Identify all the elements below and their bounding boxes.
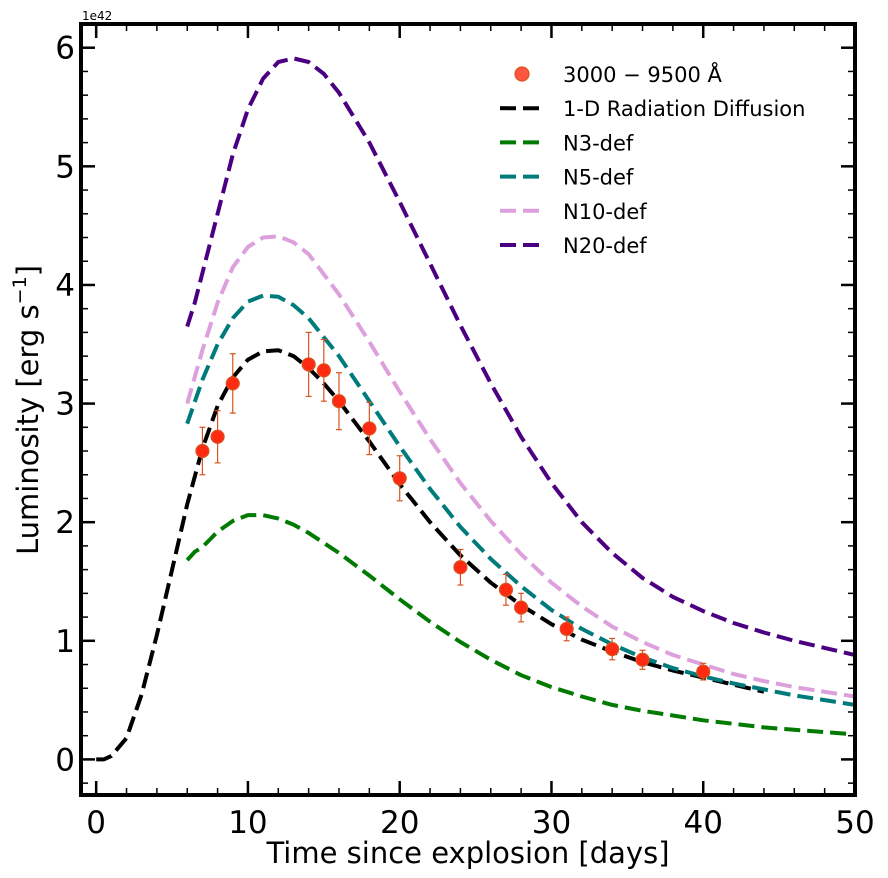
- series-line-2: [185, 293, 855, 707]
- data-point: [362, 421, 377, 436]
- data-point: [696, 664, 711, 679]
- x-tick-label: 0: [86, 805, 106, 841]
- y-axis-label: Luminosity [erg s−1]: [9, 265, 45, 555]
- y-offset-label: 1e42: [82, 9, 112, 23]
- data-point: [605, 642, 620, 657]
- legend-label: N20-def: [563, 234, 647, 258]
- y-tick-label: 6: [55, 31, 75, 67]
- y-axis-label-main: Luminosity [erg s: [11, 304, 45, 555]
- legend-entry-3: N10-def: [500, 200, 647, 224]
- tick-labels: 0 10 20 30 40 50 0 1 2 3 4 5 6: [55, 31, 874, 841]
- series-line-1: [185, 513, 855, 737]
- legend-label: N5-def: [563, 166, 634, 190]
- legend-label: N10-def: [563, 200, 647, 224]
- legend-label: 3000 − 9500 Å: [563, 61, 723, 87]
- y-tick-label: 0: [55, 742, 75, 778]
- data-point: [316, 363, 331, 378]
- data-point: [498, 582, 514, 597]
- data-point: [559, 621, 574, 637]
- y-tick-label: 3: [55, 387, 75, 423]
- data-point: [195, 443, 210, 459]
- data-point: [514, 600, 529, 615]
- y-tick-label: 4: [55, 268, 75, 304]
- data-point: [331, 394, 347, 409]
- data-point: [635, 652, 650, 667]
- series-line-4: [185, 56, 855, 657]
- legend-entry-2: N5-def: [500, 166, 634, 190]
- y-tick-label: 5: [55, 149, 75, 185]
- model-curves: [96, 56, 855, 762]
- x-tick-label: 40: [684, 805, 723, 841]
- x-tick-label: 20: [380, 805, 419, 841]
- legend-entry-0: 1-D Radiation Diffusion: [500, 97, 805, 121]
- x-tick-label: 50: [835, 805, 874, 841]
- y-tick-label: 2: [55, 505, 75, 541]
- data-point: [225, 376, 240, 391]
- data-point: [453, 560, 468, 575]
- x-tick-label: 10: [228, 805, 267, 841]
- x-tick-label: 30: [532, 805, 571, 841]
- legend-entry-4: N20-def: [500, 234, 647, 258]
- legend-marker: [514, 66, 530, 82]
- data-point: [392, 471, 407, 486]
- y-axis-label-end: ]: [11, 265, 45, 276]
- data-point: [210, 429, 225, 444]
- data-point: [301, 357, 316, 372]
- plot-frame: [79, 22, 857, 797]
- legend-label: N3-def: [563, 131, 634, 155]
- legend: 3000 − 9500 Å 1-D Radiation Diffusion N3-d…: [500, 61, 805, 258]
- legend-entry-1: N3-def: [500, 131, 634, 155]
- y-axis-label-exponent: −1: [9, 276, 31, 304]
- y-tick-label: 1: [55, 624, 75, 660]
- observation-points: [195, 331, 711, 681]
- legend-entry-observations: 3000 − 9500 Å: [514, 61, 723, 87]
- axis-ticks: [81, 24, 857, 795]
- legend-label: 1-D Radiation Diffusion: [563, 97, 805, 121]
- series-line-3: [185, 234, 855, 699]
- x-axis-label: Time since explosion [days]: [265, 836, 669, 870]
- series-line-0: [96, 348, 765, 762]
